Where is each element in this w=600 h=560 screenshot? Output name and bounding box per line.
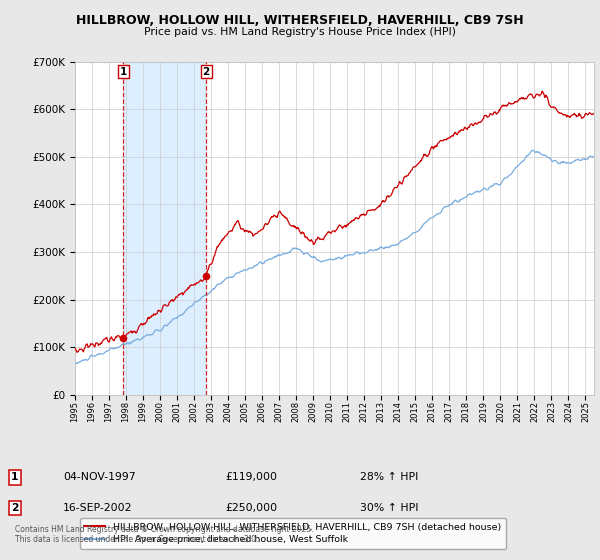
Text: 1: 1 [11,472,19,482]
Text: Contains HM Land Registry data © Crown copyright and database right 2025.
This d: Contains HM Land Registry data © Crown c… [15,525,314,544]
Text: HILLBROW, HOLLOW HILL, WITHERSFIELD, HAVERHILL, CB9 7SH: HILLBROW, HOLLOW HILL, WITHERSFIELD, HAV… [76,14,524,27]
Text: £250,000: £250,000 [225,503,277,513]
Point [119,334,128,343]
Text: 2: 2 [11,503,19,513]
Text: Price paid vs. HM Land Registry's House Price Index (HPI): Price paid vs. HM Land Registry's House … [144,27,456,37]
Text: 28% ↑ HPI: 28% ↑ HPI [360,472,418,482]
Text: 2: 2 [203,67,210,77]
Point [202,272,211,281]
Text: £119,000: £119,000 [225,472,277,482]
Bar [124,62,206,395]
Text: 30% ↑ HPI: 30% ↑ HPI [360,503,419,513]
Legend: HILLBROW, HOLLOW HILL, WITHERSFIELD, HAVERHILL, CB9 7SH (detached house), HPI: A: HILLBROW, HOLLOW HILL, WITHERSFIELD, HAV… [80,518,506,549]
Text: 16-SEP-2002: 16-SEP-2002 [63,503,133,513]
Text: 1: 1 [120,67,127,77]
Text: 04-NOV-1997: 04-NOV-1997 [63,472,136,482]
